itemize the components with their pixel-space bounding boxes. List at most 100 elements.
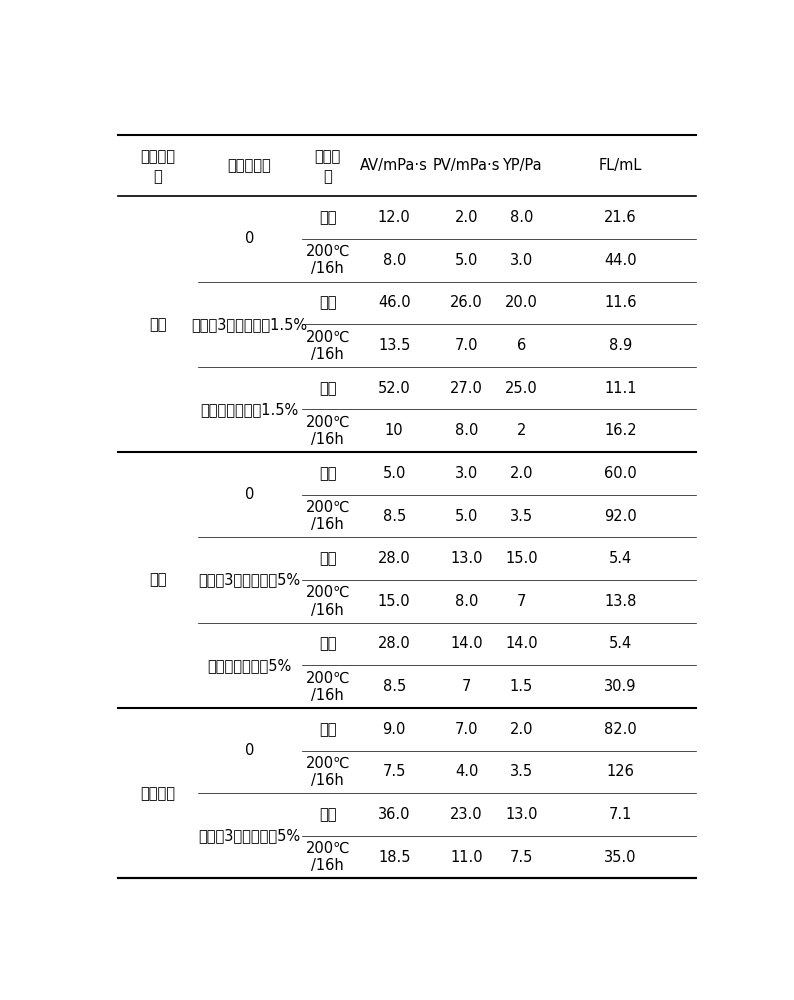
Text: 44.0: 44.0 (604, 253, 637, 268)
Text: 30.9: 30.9 (604, 679, 637, 694)
Text: 3.0: 3.0 (455, 466, 478, 481)
Text: 型: 型 (153, 169, 162, 184)
Text: 况: 况 (323, 169, 332, 184)
Text: 7.0: 7.0 (455, 722, 478, 737)
Text: 16.2: 16.2 (604, 423, 637, 438)
Text: 室温: 室温 (319, 807, 337, 822)
Text: 8.0: 8.0 (455, 423, 478, 438)
Text: 13.0: 13.0 (505, 807, 538, 822)
Text: 14.0: 14.0 (505, 636, 538, 651)
Text: 82.0: 82.0 (604, 722, 637, 737)
Text: 0: 0 (245, 231, 254, 246)
Text: 20.0: 20.0 (505, 295, 538, 310)
Text: 2: 2 (517, 423, 526, 438)
Text: 8.5: 8.5 (383, 679, 406, 694)
Text: 13.0: 13.0 (450, 551, 483, 566)
Text: 8.5: 8.5 (383, 509, 406, 524)
Text: 5.0: 5.0 (383, 466, 406, 481)
Text: 8.9: 8.9 (609, 338, 632, 353)
Text: 室温: 室温 (319, 722, 337, 737)
Text: 21.6: 21.6 (604, 210, 637, 225)
Text: 13.8: 13.8 (604, 594, 637, 609)
Text: 200℃
/16h: 200℃ /16h (306, 329, 350, 362)
Text: 实施例3样品，加量5%: 实施例3样品，加量5% (198, 573, 301, 588)
Text: 钻井液类: 钻井液类 (140, 149, 175, 164)
Text: 盐水: 盐水 (148, 573, 167, 588)
Text: 8.0: 8.0 (510, 210, 533, 225)
Text: 2.0: 2.0 (455, 210, 478, 225)
Text: 室温: 室温 (319, 466, 337, 481)
Text: 200℃
/16h: 200℃ /16h (306, 756, 350, 788)
Text: 28.0: 28.0 (378, 551, 410, 566)
Text: 样品及加量: 样品及加量 (228, 158, 272, 173)
Text: 25.0: 25.0 (505, 381, 538, 396)
Text: 9.0: 9.0 (383, 722, 406, 737)
Text: 8.0: 8.0 (383, 253, 406, 268)
Text: 1.5: 1.5 (510, 679, 533, 694)
Text: 2.0: 2.0 (510, 722, 534, 737)
Text: 35.0: 35.0 (604, 850, 637, 865)
Text: 室温: 室温 (319, 551, 337, 566)
Text: 7.0: 7.0 (455, 338, 478, 353)
Text: 200℃
/16h: 200℃ /16h (306, 500, 350, 532)
Text: PV/mPa·s: PV/mPa·s (433, 158, 500, 173)
Text: 28.0: 28.0 (378, 636, 410, 651)
Text: 对比样品，加量5%: 对比样品，加量5% (207, 658, 291, 673)
Text: 0: 0 (245, 487, 254, 502)
Text: 200℃
/16h: 200℃ /16h (306, 585, 350, 618)
Text: 200℃
/16h: 200℃ /16h (306, 670, 350, 703)
Text: 实施例3样品，加量1.5%: 实施例3样品，加量1.5% (191, 317, 307, 332)
Text: 92.0: 92.0 (604, 509, 637, 524)
Text: 15.0: 15.0 (505, 551, 538, 566)
Text: 淡水: 淡水 (148, 317, 167, 332)
Text: 36.0: 36.0 (378, 807, 410, 822)
Text: 3.0: 3.0 (510, 253, 533, 268)
Text: 60.0: 60.0 (604, 466, 637, 481)
Text: 5.4: 5.4 (609, 636, 632, 651)
Text: 5.0: 5.0 (455, 509, 478, 524)
Text: 10: 10 (385, 423, 403, 438)
Text: 200℃
/16h: 200℃ /16h (306, 244, 350, 276)
Text: YP/Pa: YP/Pa (502, 158, 542, 173)
Text: 室温: 室温 (319, 636, 337, 651)
Text: 200℃
/16h: 200℃ /16h (306, 841, 350, 873)
Text: 11.1: 11.1 (604, 381, 637, 396)
Text: 3.5: 3.5 (510, 764, 533, 779)
Text: 7.5: 7.5 (510, 850, 533, 865)
Text: 4.0: 4.0 (455, 764, 478, 779)
Text: 7: 7 (517, 594, 526, 609)
Text: 饱和盐水: 饱和盐水 (140, 786, 175, 801)
Text: 126: 126 (607, 764, 634, 779)
Text: 18.5: 18.5 (378, 850, 410, 865)
Text: 26.0: 26.0 (450, 295, 483, 310)
Text: 27.0: 27.0 (450, 381, 483, 396)
Text: 5.0: 5.0 (455, 253, 478, 268)
Text: 7.1: 7.1 (609, 807, 632, 822)
Text: 11.6: 11.6 (604, 295, 637, 310)
Text: 3.5: 3.5 (510, 509, 533, 524)
Text: 老化情: 老化情 (314, 149, 341, 164)
Text: 8.0: 8.0 (455, 594, 478, 609)
Text: 对比样品，加量1.5%: 对比样品，加量1.5% (200, 402, 299, 417)
Text: 2.0: 2.0 (510, 466, 534, 481)
Text: 46.0: 46.0 (378, 295, 410, 310)
Text: 6: 6 (517, 338, 526, 353)
Text: 52.0: 52.0 (378, 381, 410, 396)
Text: 室温: 室温 (319, 210, 337, 225)
Text: 15.0: 15.0 (378, 594, 410, 609)
Text: AV/mPa·s: AV/mPa·s (360, 158, 428, 173)
Text: 7.5: 7.5 (383, 764, 406, 779)
Text: 12.0: 12.0 (378, 210, 410, 225)
Text: 室温: 室温 (319, 295, 337, 310)
Text: 200℃
/16h: 200℃ /16h (306, 415, 350, 447)
Text: 13.5: 13.5 (378, 338, 410, 353)
Text: 11.0: 11.0 (450, 850, 483, 865)
Text: 实施例3样品，加量5%: 实施例3样品，加量5% (198, 828, 301, 843)
Text: 14.0: 14.0 (450, 636, 483, 651)
Text: FL/mL: FL/mL (599, 158, 642, 173)
Text: 0: 0 (245, 743, 254, 758)
Text: 7: 7 (462, 679, 471, 694)
Text: 5.4: 5.4 (609, 551, 632, 566)
Text: 室温: 室温 (319, 381, 337, 396)
Text: 23.0: 23.0 (450, 807, 483, 822)
